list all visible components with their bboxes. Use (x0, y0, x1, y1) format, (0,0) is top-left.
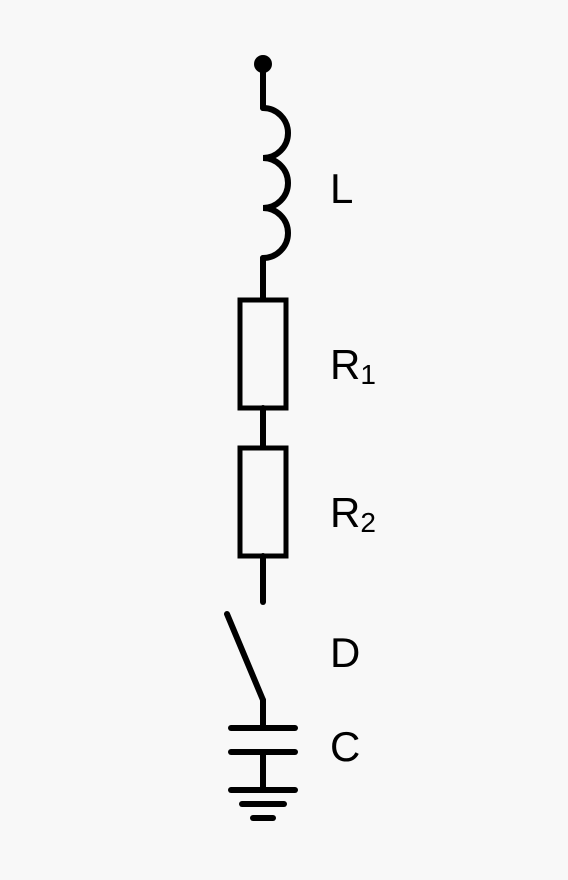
resistor-r2 (240, 448, 286, 556)
capacitor-label: C (330, 723, 360, 770)
switch-label: D (330, 629, 360, 676)
canvas-bg (0, 0, 568, 880)
resistor-r1 (240, 300, 286, 408)
rlc-series-circuit: LR1R2DC (0, 0, 568, 880)
inductor-label: L (330, 165, 353, 212)
